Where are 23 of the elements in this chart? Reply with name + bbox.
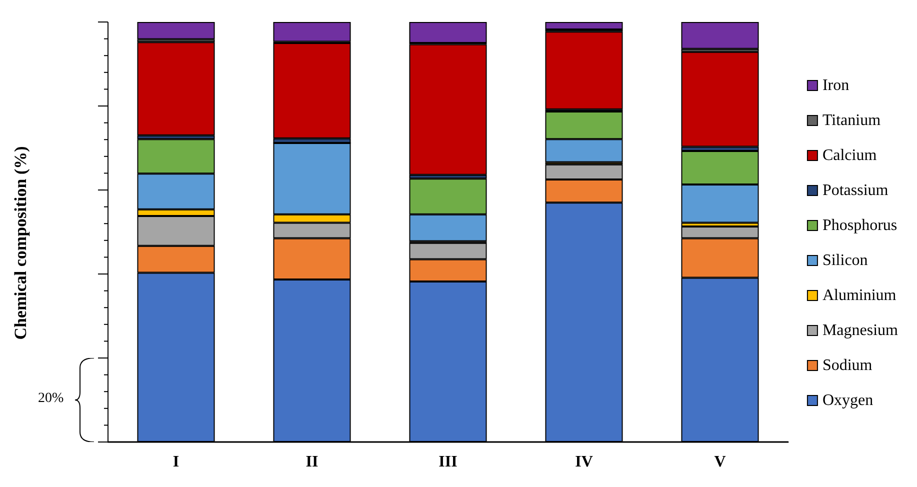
bar bbox=[545, 22, 623, 30]
x-tick-label: V bbox=[714, 454, 726, 470]
legend-label: Magnesium bbox=[822, 322, 899, 339]
bar bbox=[681, 52, 759, 147]
text: 20% bbox=[38, 391, 64, 407]
legend-label: Oxygen bbox=[822, 392, 874, 409]
legend-label: Calcium bbox=[822, 147, 878, 164]
bar bbox=[681, 22, 759, 49]
bar bbox=[137, 22, 215, 40]
legend-label: Aluminium bbox=[822, 287, 897, 304]
x-tick-label: IV bbox=[575, 454, 594, 470]
legend-label: Silicon bbox=[822, 252, 868, 269]
y-axis-title: Chemical composition (%) bbox=[11, 146, 30, 340]
legend-label: Potassium bbox=[822, 182, 889, 199]
x-tick-label: I bbox=[172, 454, 180, 470]
legend-label: Phosphorus bbox=[822, 217, 898, 234]
legend-label: Titanium bbox=[822, 112, 882, 129]
x-tick-label: III bbox=[438, 454, 458, 470]
legend-label: Sodium bbox=[822, 357, 873, 374]
bar bbox=[545, 32, 623, 110]
x-tick-label: II bbox=[306, 454, 318, 470]
bar bbox=[137, 42, 215, 136]
legend-label: Iron bbox=[822, 77, 850, 94]
